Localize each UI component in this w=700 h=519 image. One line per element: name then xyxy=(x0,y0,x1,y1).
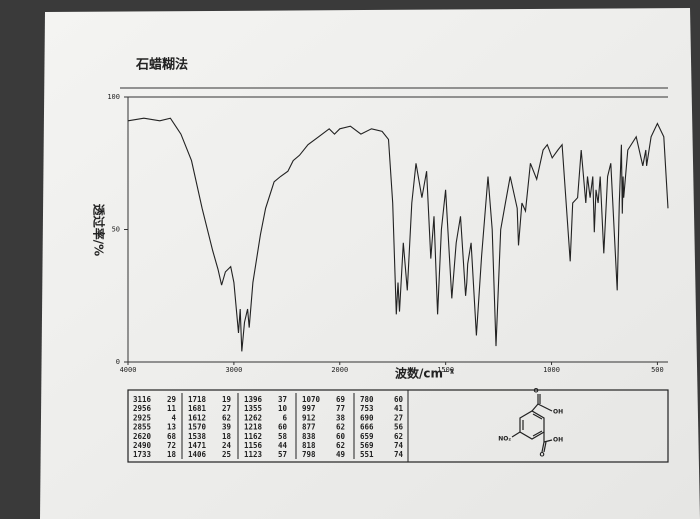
peak-transmittance: 10 xyxy=(278,404,288,413)
peak-wavenumber: 1355 xyxy=(244,404,262,413)
peak-wavenumber: 877 xyxy=(302,423,316,432)
peak-wavenumber: 1733 xyxy=(133,450,152,459)
peak-transmittance: 37 xyxy=(278,395,287,404)
peak-transmittance: 4 xyxy=(171,413,176,422)
peak-transmittance: 44 xyxy=(278,441,288,450)
peak-wavenumber: 838 xyxy=(302,432,316,441)
peak-transmittance: 68 xyxy=(167,432,177,441)
peak-wavenumber: 798 xyxy=(302,450,316,459)
x-tick-label: 3000 xyxy=(225,366,242,374)
peak-transmittance: 62 xyxy=(336,423,345,432)
peak-wavenumber: 1538 xyxy=(188,432,207,441)
x-tick-label: 2000 xyxy=(331,366,348,374)
peak-transmittance: 27 xyxy=(394,413,403,422)
peak-transmittance: 38 xyxy=(336,413,346,422)
peak-transmittance: 60 xyxy=(394,395,404,404)
spectrum-line xyxy=(127,117,669,352)
peak-wavenumber: 2620 xyxy=(133,432,152,441)
peak-transmittance: 11 xyxy=(167,404,177,413)
peak-wavenumber: 1123 xyxy=(244,450,263,459)
peak-transmittance: 24 xyxy=(222,441,232,450)
peak-transmittance: 62 xyxy=(222,413,231,422)
y-axis-label: 透过率/% xyxy=(92,204,107,256)
peak-transmittance: 56 xyxy=(394,423,404,432)
peak-wavenumber: 2490 xyxy=(133,441,152,450)
peak-wavenumber: 569 xyxy=(360,441,374,450)
peak-transmittance: 58 xyxy=(278,432,288,441)
x-tick-label: 1500 xyxy=(437,366,454,374)
peak-wavenumber: 2925 xyxy=(133,413,151,422)
peak-transmittance: 77 xyxy=(336,404,345,413)
peak-transmittance: 41 xyxy=(394,404,404,413)
y-tick-label: 50 xyxy=(112,226,120,234)
peak-wavenumber: 1718 xyxy=(188,395,207,404)
peak-transmittance: 27 xyxy=(222,404,231,413)
peak-transmittance: 69 xyxy=(336,395,346,404)
x-tick-label: 500 xyxy=(651,366,664,374)
structure-label: OH xyxy=(553,409,563,416)
structure-label: O xyxy=(533,388,538,395)
peak-wavenumber: 997 xyxy=(302,404,316,413)
peak-transmittance: 18 xyxy=(222,432,232,441)
peak-wavenumber: 551 xyxy=(360,450,374,459)
peak-transmittance: 39 xyxy=(222,423,232,432)
peak-wavenumber: 1070 xyxy=(302,395,321,404)
peak-transmittance: 74 xyxy=(394,441,404,450)
peak-wavenumber: 1406 xyxy=(188,450,207,459)
peak-wavenumber: 666 xyxy=(360,423,374,432)
peak-wavenumber: 1156 xyxy=(244,441,263,450)
peak-table-frame xyxy=(127,389,669,463)
structure-label: O xyxy=(539,452,544,459)
x-axis-label: 波数/cm⁻¹ xyxy=(395,366,455,381)
x-tick-label: 1000 xyxy=(543,366,560,374)
chart-title: 石蜡糊法 xyxy=(135,57,188,73)
paper xyxy=(40,8,700,519)
peak-wavenumber: 1262 xyxy=(244,413,262,422)
peak-transmittance: 18 xyxy=(167,450,177,459)
peak-transmittance: 49 xyxy=(336,450,346,459)
peak-wavenumber: 1396 xyxy=(244,395,263,404)
peak-wavenumber: 780 xyxy=(360,395,374,404)
y-tick-label: 100 xyxy=(107,93,120,101)
peak-transmittance: 74 xyxy=(394,450,404,459)
x-tick-label: 4000 xyxy=(120,366,137,374)
peak-transmittance: 62 xyxy=(394,432,403,441)
peak-wavenumber: 818 xyxy=(302,441,316,450)
peak-wavenumber: 1218 xyxy=(244,423,263,432)
peak-wavenumber: 1471 xyxy=(188,441,207,450)
peak-transmittance: 29 xyxy=(167,395,177,404)
peak-wavenumber: 3116 xyxy=(133,395,152,404)
peak-wavenumber: 912 xyxy=(302,413,316,422)
peak-transmittance: 72 xyxy=(167,441,176,450)
peak-wavenumber: 1162 xyxy=(244,432,262,441)
peak-wavenumber: 1570 xyxy=(188,423,207,432)
peak-wavenumber: 1612 xyxy=(188,413,206,422)
structure-label: OH xyxy=(553,437,563,444)
peak-wavenumber: 753 xyxy=(360,404,374,413)
peak-wavenumber: 690 xyxy=(360,413,374,422)
peak-transmittance: 19 xyxy=(222,395,232,404)
peak-wavenumber: 2855 xyxy=(133,423,151,432)
structure xyxy=(511,394,553,453)
structure-label: NO₂ xyxy=(498,436,511,443)
peak-wavenumber: 1681 xyxy=(188,404,207,413)
peak-transmittance: 25 xyxy=(222,450,231,459)
peak-wavenumber: 2956 xyxy=(133,404,152,413)
peak-transmittance: 60 xyxy=(278,423,288,432)
peak-transmittance: 60 xyxy=(336,432,346,441)
peak-transmittance: 6 xyxy=(282,413,287,422)
peak-transmittance: 62 xyxy=(336,441,345,450)
peak-transmittance: 57 xyxy=(278,450,287,459)
peak-transmittance: 13 xyxy=(167,423,177,432)
peak-wavenumber: 659 xyxy=(360,432,374,441)
y-tick-label: 0 xyxy=(116,358,120,366)
